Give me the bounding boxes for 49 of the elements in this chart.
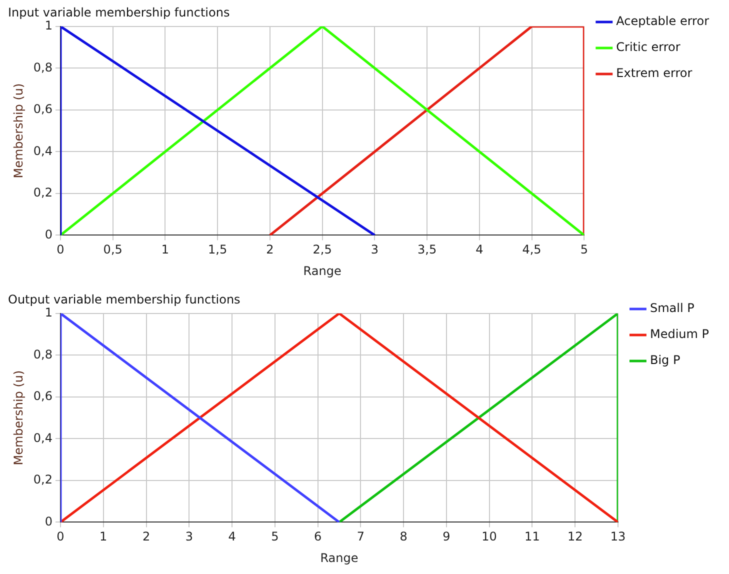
x-tick-label: 7 bbox=[356, 530, 364, 544]
x-tick-label: 4,5 bbox=[522, 242, 542, 257]
x-tick-label: 2,5 bbox=[312, 242, 332, 257]
legend-label: Extrem error bbox=[616, 66, 692, 80]
x-tick-label: 10 bbox=[482, 530, 497, 544]
x-tick-label: 0,5 bbox=[103, 242, 122, 257]
x-tick-label: 3,5 bbox=[418, 242, 437, 257]
x-tick-label: 1,5 bbox=[208, 242, 228, 257]
y-tick-label: 1 bbox=[44, 306, 52, 320]
y-tick-label: 0,2 bbox=[33, 472, 52, 487]
y-tick-label: 0,8 bbox=[33, 347, 52, 362]
x-tick-label: 4 bbox=[476, 242, 484, 257]
x-tick-label: 0 bbox=[56, 242, 64, 257]
y-axis-title: Membership (u) bbox=[11, 83, 26, 178]
legend-label: Critic error bbox=[616, 40, 680, 54]
x-tick-label: 6 bbox=[314, 530, 322, 544]
y-tick-label: 1 bbox=[44, 18, 52, 33]
legend-label: Medium P bbox=[650, 327, 710, 342]
x-tick-label: 4 bbox=[228, 530, 236, 544]
x-tick-label: 2 bbox=[266, 242, 274, 257]
x-tick-label: 13 bbox=[610, 530, 626, 544]
x-tick-label: 1 bbox=[161, 242, 170, 257]
x-axis-title: Range bbox=[320, 550, 358, 565]
x-tick-label: 0 bbox=[56, 530, 64, 544]
x-tick-label: 2 bbox=[142, 530, 150, 544]
x-tick-label: 1 bbox=[100, 530, 108, 544]
x-tick-label: 3 bbox=[185, 530, 193, 544]
chart-title: Output variable membership functions bbox=[8, 292, 240, 306]
x-tick-label: 3 bbox=[370, 242, 378, 257]
y-tick-label: 0,2 bbox=[33, 186, 52, 200]
y-tick-label: 0,6 bbox=[33, 389, 52, 404]
y-tick-label: 0 bbox=[44, 227, 52, 242]
x-tick-label: 9 bbox=[442, 530, 450, 544]
y-tick-label: 0,6 bbox=[33, 102, 52, 116]
x-tick-label: 5 bbox=[271, 530, 279, 544]
chart-title: Input variable membership functions bbox=[8, 5, 230, 20]
legend-label: Small P bbox=[650, 301, 694, 316]
legend-label: Big P bbox=[650, 353, 680, 368]
x-tick-label: 11 bbox=[524, 530, 540, 544]
y-tick-label: 0,8 bbox=[33, 60, 52, 74]
x-tick-label: 5 bbox=[580, 242, 588, 257]
x-tick-label: 8 bbox=[400, 530, 408, 544]
x-tick-label: 12 bbox=[567, 530, 583, 544]
x-axis-title: Range bbox=[303, 264, 342, 278]
y-tick-label: 0,4 bbox=[33, 144, 52, 158]
y-axis-title: Membership (u) bbox=[11, 370, 26, 466]
y-tick-label: 0,4 bbox=[33, 430, 52, 445]
y-tick-label: 0 bbox=[44, 514, 52, 528]
legend-label: Aceptable error bbox=[616, 14, 710, 28]
